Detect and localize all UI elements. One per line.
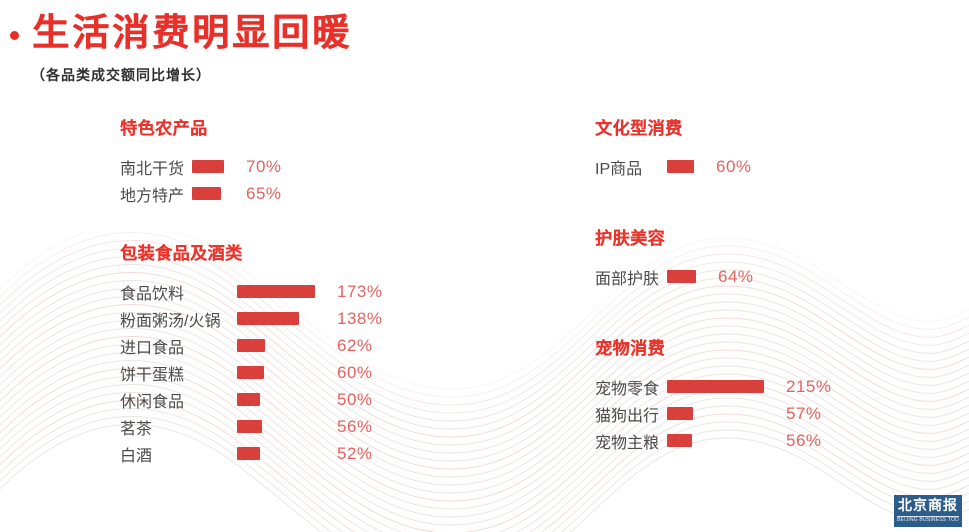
bar-row: 面部护肤 64% <box>595 263 831 290</box>
bar-row: 饼干蛋糕 60% <box>120 359 382 386</box>
bar <box>237 447 260 460</box>
chart-column-left: 特色农产品 南北干货 70% 地方特产 65% 包装食品及酒类 食品饮料 173… <box>120 118 382 467</box>
category-heading: 文化型消费 <box>595 119 683 138</box>
category-heading: 特色农产品 <box>120 119 208 138</box>
bar <box>237 393 260 406</box>
bar-label: 猫狗出行 <box>595 407 660 425</box>
bar-value: 62% <box>337 335 373 355</box>
title-row: 生活消费明显回暖 <box>10 12 352 54</box>
category-rows: 南北干货 70% 地方特产 65% <box>120 153 382 207</box>
bar-label: 宠物主粮 <box>595 434 660 452</box>
bar-label: 茗茶 <box>120 420 153 438</box>
bar-row: 宠物主粮 56% <box>595 427 831 454</box>
bar-value: 56% <box>786 430 822 450</box>
category-heading: 包装食品及酒类 <box>120 244 243 263</box>
bar-row: 食品饮料 173% <box>120 278 382 305</box>
bar-area <box>667 270 718 283</box>
bar-row: 南北干货 70% <box>120 153 382 180</box>
bar <box>667 380 764 393</box>
bar-label: 宠物零食 <box>595 380 660 398</box>
bar-area <box>237 285 337 298</box>
bar-row: IP商品 60% <box>595 153 831 180</box>
bar-area <box>667 407 786 420</box>
chart-column-right: 文化型消费 IP商品 60% 护肤美容 面部护肤 64% 宠物消费 宠物零食 2… <box>595 118 831 454</box>
bar-label: 地方特产 <box>120 187 185 205</box>
bar <box>192 160 224 173</box>
bar-row: 粉面粥汤/火锅 138% <box>120 305 382 332</box>
bar-row: 休闲食品 50% <box>120 386 382 413</box>
bar-value: 50% <box>337 389 373 409</box>
bar-area <box>667 380 786 393</box>
bar-label: 白酒 <box>120 447 153 465</box>
bar-value: 173% <box>337 281 383 301</box>
bar-label: 粉面粥汤/火锅 <box>120 312 221 330</box>
publisher-logo: 北京商报 BEIJING BUSINESS TODAY <box>894 494 962 527</box>
bar-value: 70% <box>246 156 282 176</box>
bullet-icon <box>10 30 19 40</box>
bar-value: 215% <box>786 376 832 396</box>
page-title: 生活消费明显回暖 <box>32 12 352 53</box>
bar-value: 60% <box>716 156 752 176</box>
bar-row: 地方特产 65% <box>120 180 382 207</box>
bar-row: 白酒 52% <box>120 440 382 467</box>
bar <box>237 366 264 379</box>
bar-area <box>192 160 246 173</box>
bar <box>667 160 694 173</box>
category-group: 特色农产品 南北干货 70% 地方特产 65% <box>120 118 382 207</box>
category-heading: 宠物消费 <box>595 339 665 358</box>
bar <box>667 270 696 283</box>
bar <box>237 285 315 298</box>
bar <box>237 339 265 352</box>
bar-area <box>237 339 337 352</box>
category-group: 文化型消费 IP商品 60% <box>595 118 831 180</box>
bar-label: 南北干货 <box>120 160 185 178</box>
bar-value: 64% <box>718 266 754 286</box>
bar-value: 60% <box>337 362 373 382</box>
bar-value: 52% <box>337 443 373 463</box>
bar-area <box>192 187 246 200</box>
header: 生活消费明显回暖 （各品类成交额同比增长） <box>10 12 352 85</box>
bar-area <box>237 393 337 406</box>
bar-label: 食品饮料 <box>120 285 185 303</box>
bar <box>192 187 221 200</box>
category-rows: 宠物零食 215% 猫狗出行 57% 宠物主粮 56% <box>595 373 831 454</box>
bar-label: 饼干蛋糕 <box>120 366 185 384</box>
bar-label: 休闲食品 <box>120 393 185 411</box>
bar-label: 进口食品 <box>120 339 185 357</box>
publisher-logo-tagline: BEIJING BUSINESS TODAY <box>897 517 959 523</box>
bar-value: 138% <box>337 308 383 328</box>
bar-row: 宠物零食 215% <box>595 373 831 400</box>
bar-area <box>237 420 337 433</box>
bar <box>667 434 692 447</box>
bar <box>237 420 262 433</box>
bar <box>667 407 693 420</box>
bar-area <box>667 160 716 173</box>
bar-area <box>237 312 337 325</box>
category-rows: IP商品 60% <box>595 153 831 180</box>
category-group: 宠物消费 宠物零食 215% 猫狗出行 57% 宠物主粮 56% <box>595 338 831 454</box>
category-group: 包装食品及酒类 食品饮料 173% 粉面粥汤/火锅 138% 进口食品 62% … <box>120 243 382 467</box>
category-heading: 护肤美容 <box>595 229 665 248</box>
bar-row: 进口食品 62% <box>120 332 382 359</box>
category-group: 护肤美容 面部护肤 64% <box>595 228 831 290</box>
page-subtitle: （各品类成交额同比增长） <box>31 66 211 83</box>
category-rows: 食品饮料 173% 粉面粥汤/火锅 138% 进口食品 62% 饼干蛋糕 60%… <box>120 278 382 467</box>
bar-row: 猫狗出行 57% <box>595 400 831 427</box>
bar <box>237 312 299 325</box>
bar-value: 65% <box>246 183 282 203</box>
publisher-logo-name: 北京商报 <box>897 499 959 517</box>
bar-row: 茗茶 56% <box>120 413 382 440</box>
bar-area <box>667 434 786 447</box>
bar-value: 57% <box>786 403 822 423</box>
bar-area <box>237 366 337 379</box>
bar-value: 56% <box>337 416 373 436</box>
bar-label: IP商品 <box>595 160 643 178</box>
category-rows: 面部护肤 64% <box>595 263 831 290</box>
bar-label: 面部护肤 <box>595 270 660 288</box>
bar-area <box>237 447 337 460</box>
